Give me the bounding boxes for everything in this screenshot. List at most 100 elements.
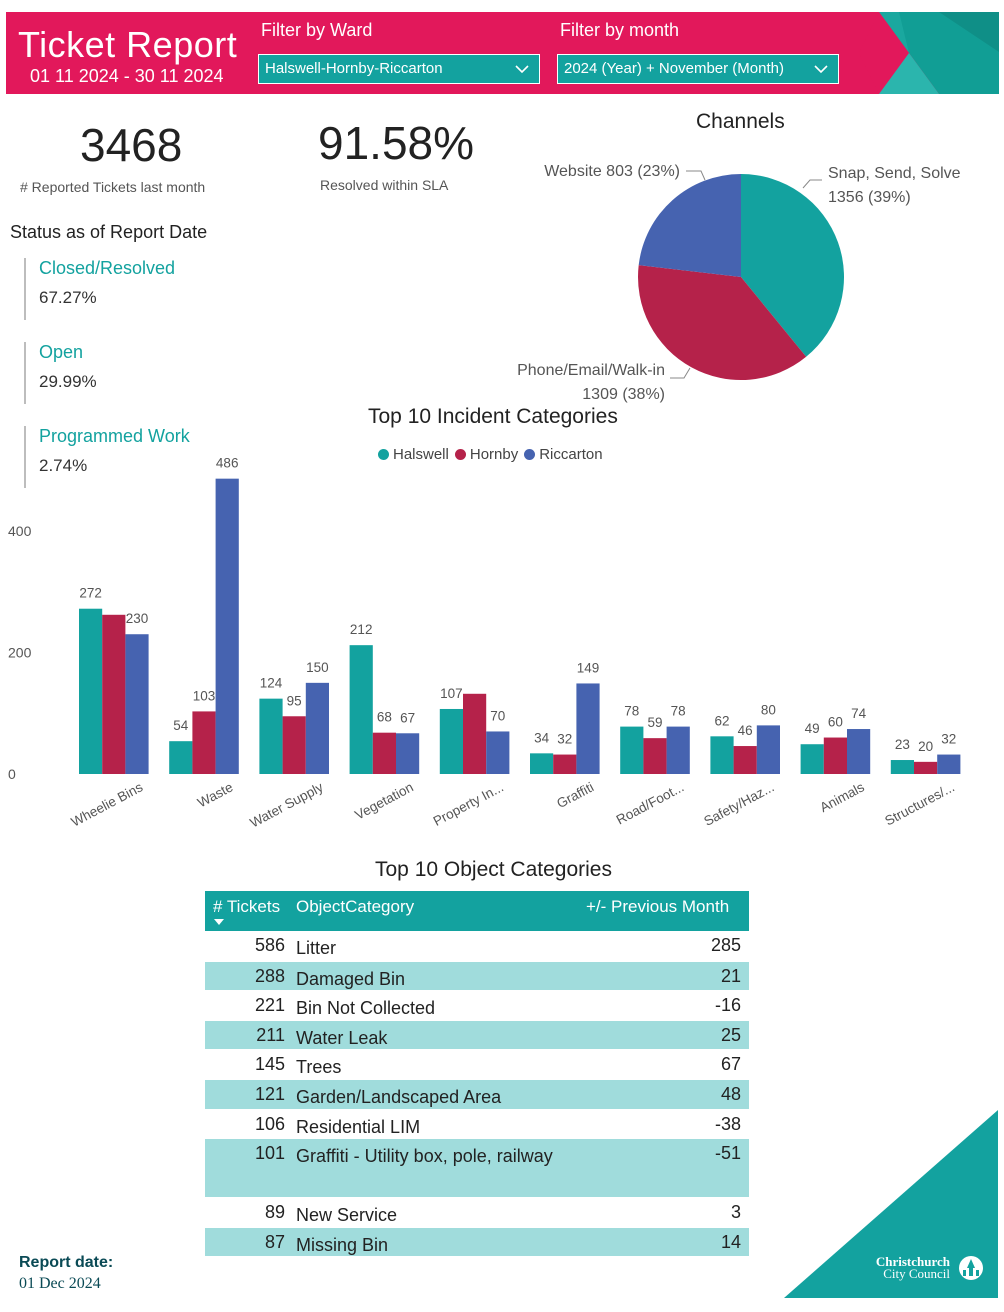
bar-hornby[interactable] <box>282 716 306 774</box>
bar-hornby[interactable] <box>372 732 396 774</box>
reported-tickets-label: # Reported Tickets last month <box>20 179 206 195</box>
x-tick-label: Road/Foot... <box>614 779 687 827</box>
object-category: Garden/Landscaped Area <box>296 1086 502 1107</box>
legend-halswell[interactable]: Halswell <box>378 446 449 463</box>
bar-hornby[interactable] <box>914 761 938 774</box>
bar-halswell[interactable] <box>530 753 554 774</box>
ward-filter-label: Filter by Ward <box>261 20 373 40</box>
chevron-down-icon <box>515 65 529 74</box>
pie-slice-0[interactable] <box>741 174 844 357</box>
object-category: Trees <box>296 1057 342 1078</box>
bar-riccarton[interactable] <box>215 478 239 774</box>
previous-month-delta: 25 <box>720 1024 741 1045</box>
bar-riccarton[interactable] <box>666 726 690 774</box>
bar-hornby[interactable] <box>102 614 126 774</box>
bar-riccarton[interactable] <box>937 754 961 774</box>
previous-month-delta: -38 <box>714 1113 741 1134</box>
bar-halswell[interactable] <box>800 744 824 774</box>
bar-riccarton[interactable] <box>305 682 329 774</box>
channels-title: Channels <box>696 110 785 133</box>
bar-value-label: 46 <box>738 723 753 738</box>
previous-month-delta: -51 <box>714 1143 741 1164</box>
bar-value-label: 59 <box>647 715 662 730</box>
corner-decoration <box>784 1110 998 1298</box>
previous-month-delta: 14 <box>720 1231 741 1252</box>
x-tick-label: Safety/Haz... <box>701 779 776 829</box>
pie-slice-1[interactable] <box>637 265 807 381</box>
table-row[interactable]: 121 Garden/Landscaped Area 48 <box>205 1078 749 1109</box>
table-row[interactable]: 106 Residential LIM -38 <box>205 1108 749 1139</box>
bar-riccarton[interactable] <box>756 725 780 774</box>
bar-hornby[interactable] <box>643 738 667 774</box>
table-row[interactable]: 586 Litter 285 <box>205 931 749 961</box>
bar-hornby[interactable] <box>192 711 216 774</box>
x-tick-label: Vegetation <box>352 779 415 822</box>
table-row[interactable]: 101 Graffiti - Utility box, pole, railway… <box>205 1138 749 1198</box>
table-row[interactable]: 221 Bin Not Collected -16 <box>205 990 749 1020</box>
ward-filter-dropdown[interactable]: Halswell-Hornby-Riccarton <box>258 54 540 84</box>
bar-halswell[interactable] <box>890 760 914 774</box>
bar-value-label: 34 <box>534 730 550 745</box>
previous-month-delta: 21 <box>720 965 741 986</box>
bar-riccarton[interactable] <box>847 729 871 774</box>
chevron-down-icon <box>814 65 828 74</box>
christchurch-logo-icon <box>959 1256 983 1280</box>
month-filter-dropdown[interactable]: 2024 (Year) + November (Month) <box>557 54 839 84</box>
bar-hornby[interactable] <box>733 746 757 774</box>
pie-value-phone: 1309 (38%) <box>582 386 665 403</box>
x-tick-label: Graffiti <box>554 779 596 811</box>
table-row[interactable]: 89 New Service 3 <box>205 1197 749 1227</box>
bar-halswell[interactable] <box>79 608 103 774</box>
pie-label-website: Website 803 (23%) <box>544 163 680 180</box>
object-category: Residential LIM <box>296 1116 421 1137</box>
bar-halswell[interactable] <box>169 741 193 774</box>
bar-value-label: 60 <box>828 715 843 730</box>
previous-month-delta: 285 <box>710 935 741 955</box>
bar-hornby[interactable] <box>553 754 577 774</box>
status-title: Status as of Report Date <box>10 222 208 242</box>
bar-hornby[interactable] <box>463 693 487 774</box>
bar-value-label: 80 <box>761 702 776 717</box>
bar-hornby[interactable] <box>823 737 847 774</box>
ticket-count: 221 <box>254 995 285 1016</box>
ticket-count: 288 <box>254 965 285 986</box>
bar-halswell[interactable] <box>349 645 373 774</box>
x-tick-label: Water Supply <box>247 779 325 830</box>
table-row[interactable]: 87 Missing Bin 14 <box>205 1226 749 1257</box>
ticket-count: 106 <box>254 1113 285 1134</box>
bar-value-label: 272 <box>79 586 102 601</box>
col-previous-header[interactable]: +/- Previous Month <box>586 897 730 916</box>
pie-slice-2[interactable] <box>638 174 741 277</box>
bar-riccarton[interactable] <box>125 634 149 774</box>
status-value: 67.27% <box>39 288 97 307</box>
bar-riccarton[interactable] <box>486 731 510 774</box>
table-row[interactable]: 211 Water Leak 25 <box>205 1019 749 1050</box>
channels-pie-chart: Snap, Send, Solve 1356 (39%) Phone/Email… <box>517 163 961 403</box>
legend-riccarton[interactable]: Riccarton <box>524 446 603 463</box>
table-row[interactable]: 145 Trees 67 <box>205 1049 749 1079</box>
status-name: Open <box>39 342 84 362</box>
previous-month-delta: -16 <box>714 995 741 1016</box>
ticket-count: 101 <box>254 1143 285 1164</box>
bar-halswell[interactable] <box>259 698 283 774</box>
logo-line-1: Christchurch <box>875 1254 950 1269</box>
bar-halswell[interactable] <box>439 708 463 774</box>
bar-riccarton[interactable] <box>576 683 600 774</box>
bar-value-label: 32 <box>557 732 572 747</box>
col-tickets-header[interactable]: # Tickets <box>213 897 281 916</box>
report-date-label: Report date: <box>19 1254 114 1271</box>
y-tick-label: 200 <box>8 644 32 660</box>
legend-hornby[interactable]: Hornby <box>454 446 518 463</box>
ticket-count: 145 <box>254 1054 285 1075</box>
bar-halswell[interactable] <box>620 726 644 774</box>
col-category-header[interactable]: ObjectCategory <box>296 897 415 916</box>
incident-legend: Halswell Hornby Riccarton <box>378 446 605 463</box>
pie-label-phone: Phone/Email/Walk-in <box>517 362 665 379</box>
ward-filter-value: Halswell-Hornby-Riccarton <box>265 60 443 77</box>
ticket-count: 121 <box>254 1083 285 1104</box>
bar-halswell[interactable] <box>710 736 734 774</box>
table-row[interactable]: 288 Damaged Bin 21 <box>205 960 749 991</box>
status-closed: Closed/Resolved 67.27% <box>24 258 274 320</box>
bar-riccarton[interactable] <box>396 733 420 774</box>
object-category: New Service <box>296 1205 398 1226</box>
